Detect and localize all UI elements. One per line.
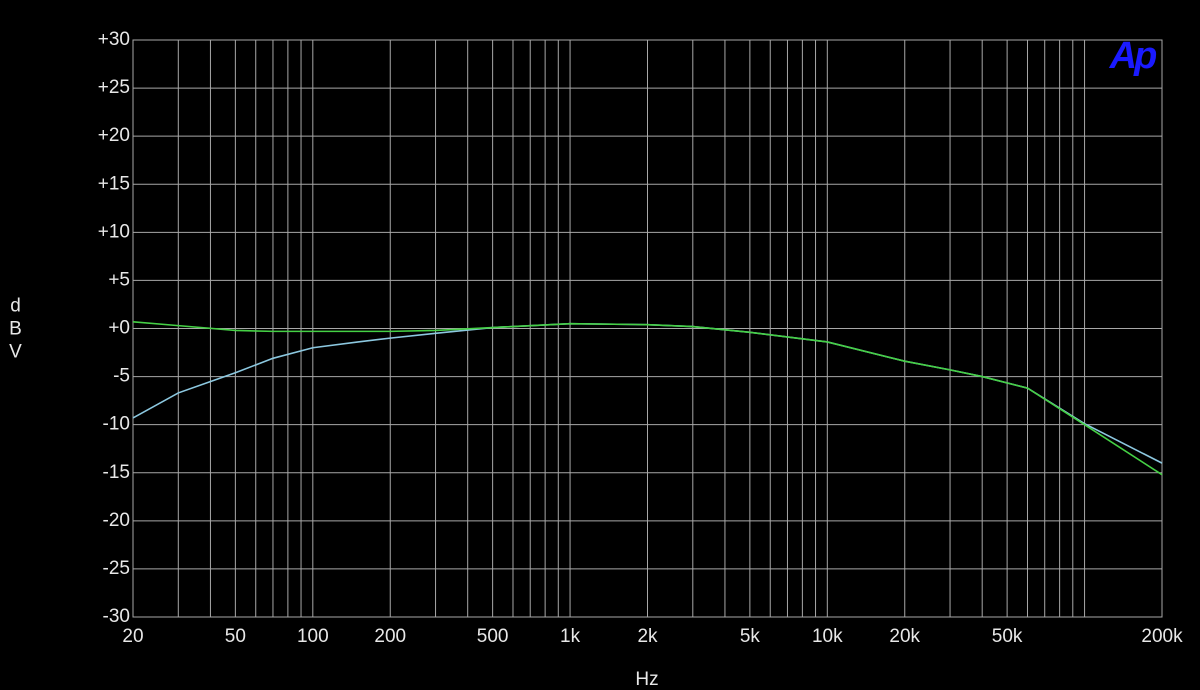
x-tick-label: 50k (992, 626, 1023, 647)
y-tick-label: +25 (98, 77, 130, 98)
x-tick-label: 20k (889, 626, 920, 647)
x-tick-label: 10k (812, 626, 843, 647)
y-axis-label: dBV (5, 296, 26, 365)
y-tick-label: -10 (103, 414, 130, 435)
x-tick-label: 1k (560, 626, 581, 647)
x-tick-label: 200k (1141, 626, 1183, 647)
plot-border (132, 39, 1163, 618)
x-tick-label: 200 (374, 626, 406, 647)
logo: Ap (1109, 35, 1156, 77)
y-tick-label: +15 (98, 173, 130, 194)
x-axis-label: Hz (635, 669, 658, 690)
x-tick-label: 2k (637, 626, 658, 647)
y-tick-label: -5 (113, 366, 130, 387)
y-tick-label: -25 (103, 558, 130, 579)
x-tick-label: 500 (477, 626, 509, 647)
y-tick-label: -15 (103, 462, 130, 483)
y-tick-label: +10 (98, 221, 130, 242)
y-tick-label: +5 (108, 269, 130, 290)
data-line (132, 320, 1163, 476)
y-tick-label: +20 (98, 125, 130, 146)
y-tick-label: +0 (108, 318, 130, 339)
x-tick-label: 5k (740, 626, 761, 647)
y-tick-label: -20 (103, 510, 130, 531)
x-tick-label: 100 (297, 626, 329, 647)
x-tick-label: 20 (122, 626, 143, 647)
y-tick-label: +30 (98, 29, 130, 50)
x-tick-label: 50 (225, 626, 246, 647)
y-tick-label: -30 (103, 606, 130, 627)
